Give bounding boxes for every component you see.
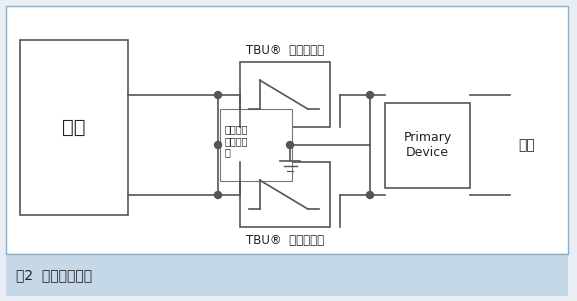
Circle shape: [215, 141, 222, 148]
Circle shape: [366, 92, 373, 98]
Bar: [385, 103, 470, 188]
Bar: [6, 254, 568, 296]
Text: TBU®  高速保护器: TBU® 高速保护器: [246, 44, 324, 57]
Text: Primary
Device: Primary Device: [403, 131, 452, 159]
Circle shape: [215, 191, 222, 198]
Text: 电压瞬变
抑制二极
管: 电压瞬变 抑制二极 管: [225, 124, 249, 158]
Text: 图2  三级防护方案: 图2 三级防护方案: [16, 268, 92, 282]
Circle shape: [215, 92, 222, 98]
Bar: [240, 162, 330, 227]
Circle shape: [287, 141, 294, 148]
Bar: [220, 109, 292, 181]
Text: 接口: 接口: [518, 138, 535, 152]
Circle shape: [366, 191, 373, 198]
Bar: [240, 62, 330, 127]
Text: TBU®  高速保护器: TBU® 高速保护器: [246, 234, 324, 247]
Bar: [6, 6, 568, 254]
Bar: [20, 40, 128, 215]
Text: 设备: 设备: [62, 118, 86, 137]
